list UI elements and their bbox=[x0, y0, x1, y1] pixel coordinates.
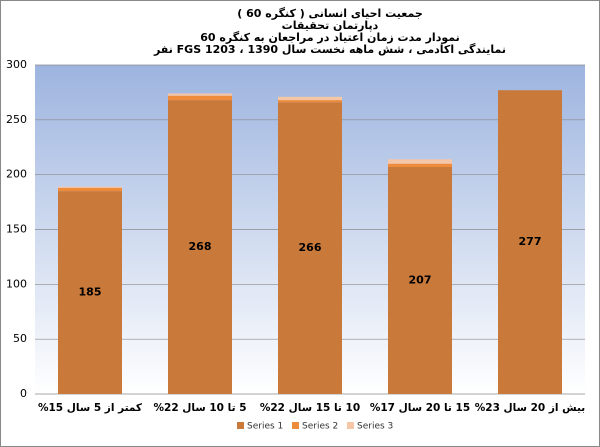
bar-segment bbox=[278, 96, 342, 101]
y-tick-label: 50 bbox=[13, 332, 27, 345]
y-tick-label: 300 bbox=[6, 58, 27, 71]
y-tick-label: 150 bbox=[6, 223, 27, 236]
x-tick-label: 10 تا 15 سال 22% bbox=[260, 402, 360, 414]
data-label: 185 bbox=[79, 286, 102, 299]
bar-segment bbox=[58, 186, 122, 188]
bar-segment bbox=[498, 90, 562, 395]
y-tick-label: 100 bbox=[6, 277, 27, 290]
legend-swatch bbox=[292, 422, 299, 429]
chart-title: نمایندگی اکادمی ، شش ماهه نخست سال 1390 … bbox=[153, 43, 506, 56]
chart-title: دپارتمان تحقیقات bbox=[282, 19, 379, 32]
y-tick-label: 200 bbox=[6, 168, 27, 181]
data-label: 266 bbox=[299, 241, 322, 254]
legend-label: Series 3 bbox=[357, 422, 393, 432]
data-label: 277 bbox=[519, 235, 542, 248]
y-tick-label: 0 bbox=[20, 387, 27, 400]
bar-segment bbox=[58, 187, 122, 192]
legend-swatch bbox=[237, 422, 244, 429]
data-label: 207 bbox=[409, 273, 432, 286]
chart-title: نمودار مدت زمان اعتیاد در مراجعان به کنگ… bbox=[200, 31, 460, 44]
legend-label: Series 2 bbox=[302, 422, 338, 432]
y-tick-label: 250 bbox=[6, 113, 27, 126]
x-tick-label: 5 تا 10 سال 22% bbox=[154, 402, 247, 414]
bar-segment bbox=[168, 93, 232, 96]
bar-segment bbox=[388, 159, 452, 164]
bar-segment bbox=[388, 166, 452, 394]
legend-swatch bbox=[347, 422, 354, 429]
bar-segment bbox=[58, 191, 122, 394]
x-tick-label: کمتر از 5 سال 15% bbox=[38, 402, 143, 414]
data-label: 268 bbox=[189, 240, 212, 253]
bar-segment bbox=[278, 102, 342, 394]
chart-title: جمعیت احیای انسانی ( کنگره 60 ) bbox=[237, 7, 423, 20]
legend-label: Series 1 bbox=[247, 422, 283, 432]
bar-segment bbox=[388, 163, 452, 167]
bar-segment bbox=[168, 95, 232, 101]
bar-segment bbox=[168, 100, 232, 395]
bar-segment bbox=[278, 100, 342, 103]
x-tick-label: 15 تا 20 سال 17% bbox=[370, 402, 470, 414]
x-tick-label: بیش از 20 سال 23% bbox=[475, 402, 586, 414]
